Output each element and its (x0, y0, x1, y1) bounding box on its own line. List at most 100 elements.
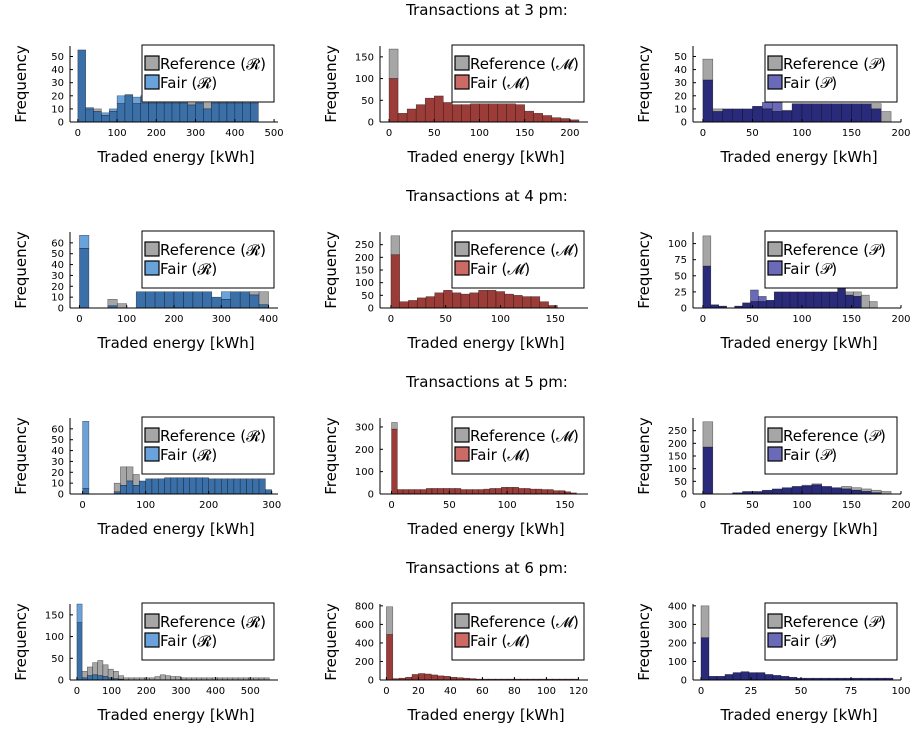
y-axis-label: Frequency (635, 417, 653, 495)
fair-bar (116, 95, 126, 104)
legend-swatch-reference (454, 427, 470, 443)
legend-label-reference: Reference (𝓡) (160, 241, 266, 259)
x-tick-label: 100 (891, 686, 910, 697)
x-axis-label: Traded energy [kWh] (406, 520, 564, 538)
x-tick-label: 200 (560, 128, 579, 139)
legend-swatch-fair (454, 260, 470, 276)
legend-swatch-reference (454, 613, 470, 629)
x-tick-label: 100 (108, 128, 127, 139)
reference-bar (102, 664, 109, 677)
x-tick-label: 300 (212, 314, 231, 325)
overlap-bar (853, 296, 862, 309)
x-axis-label: Traded energy [kWh] (406, 334, 564, 352)
overlap-bar (801, 103, 813, 123)
x-tick-label: 400 (259, 314, 278, 325)
overlap-bar (845, 294, 854, 309)
overlap-bar (831, 487, 842, 495)
legend-box (141, 602, 275, 661)
overlap-bar (171, 103, 181, 123)
y-tick-label: 300 (355, 422, 374, 433)
x-tick-label: 300 (262, 500, 281, 511)
overlap-bar (801, 486, 813, 495)
x-tick-label: 150 (842, 128, 861, 139)
reference-bar (391, 422, 398, 430)
overlap-bar (541, 489, 548, 495)
overlap-bar (758, 301, 767, 309)
y-axis-label: Frequency (635, 45, 653, 123)
overlap-bar (164, 291, 175, 309)
fair-bar (771, 102, 783, 112)
overlap-bar (732, 108, 743, 123)
y-tick-label: 200 (355, 253, 374, 264)
overlap-bar (132, 485, 140, 495)
legend-box (141, 230, 275, 289)
overlap-bar (249, 294, 260, 309)
overlap-bar (766, 300, 775, 309)
reference-bar (126, 466, 134, 482)
legend-swatch-fair (767, 260, 783, 276)
y-tick-label: 100 (45, 632, 64, 643)
reference-bar (712, 108, 723, 112)
legend-label-fair: Fair (𝒫) (783, 260, 837, 278)
overlap-bar (478, 290, 488, 309)
y-tick-label: 50 (51, 435, 64, 446)
x-tick-label: 0 (79, 500, 85, 511)
overlap-bar (139, 480, 146, 495)
overlap-bar (851, 103, 862, 123)
reference-bar (203, 103, 212, 110)
x-tick-label: 50 (428, 128, 441, 139)
overlap-bar (227, 478, 235, 495)
x-tick-label: 100 (498, 500, 517, 511)
reference-bar (258, 291, 269, 305)
overlap-bar (529, 488, 537, 495)
overlap-bar (443, 290, 453, 309)
overlap-bar (454, 488, 462, 495)
legend-swatch-reference (767, 55, 783, 71)
legend-box (764, 230, 898, 289)
x-tick-label: 200 (891, 314, 910, 325)
y-tick-label: 0 (368, 304, 374, 315)
reference-bar (107, 299, 118, 307)
overlap-bar (449, 488, 456, 495)
y-tick-label: 20 (51, 91, 64, 102)
reference-bar (175, 676, 182, 681)
y-tick-label: 100 (668, 239, 687, 250)
overlap-bar (145, 291, 156, 309)
overlap-bar (76, 622, 83, 681)
y-tick-label: 10 (51, 479, 64, 490)
legend-label-reference: Reference (𝒫) (783, 55, 886, 73)
overlap-bar (829, 291, 838, 309)
overlap-bar (154, 291, 165, 309)
x-tick-label: 100 (792, 500, 811, 511)
overlap-bar (781, 111, 793, 123)
overlap-bar (192, 291, 203, 309)
reference-bar (390, 235, 400, 256)
legend-box (141, 44, 275, 103)
overlap-bar (425, 488, 433, 495)
legend-swatch-fair (144, 260, 160, 276)
overlap-bar (390, 254, 400, 309)
overlap-bar (851, 489, 862, 495)
legend-box (141, 416, 275, 475)
reference-bar (170, 676, 176, 681)
y-axis-label: Frequency (322, 231, 340, 309)
overlap-bar (252, 478, 260, 495)
overlap-bar (77, 49, 86, 123)
overlap-bar (452, 104, 462, 123)
reference-bar (841, 486, 852, 490)
y-tick-label: 25 (674, 287, 687, 298)
y-tick-label: 50 (674, 271, 687, 282)
overlap-bar (811, 103, 823, 123)
y-tick-label: 600 (355, 620, 374, 631)
overlap-bar (791, 103, 803, 123)
x-tick-label: 500 (241, 686, 260, 697)
overlap-bar (265, 489, 272, 495)
overlap-bar (97, 675, 104, 681)
legend-box (451, 44, 585, 103)
chart-panel: 0 50 100 150 200 0 50 100 150 Traded energy [kWh]… (322, 44, 588, 166)
overlap-bar (418, 673, 426, 681)
x-tick-label: 0 (388, 314, 394, 325)
x-tick-label: 100 (470, 128, 489, 139)
overlap-bar (791, 486, 803, 495)
overlap-bar (504, 293, 514, 309)
